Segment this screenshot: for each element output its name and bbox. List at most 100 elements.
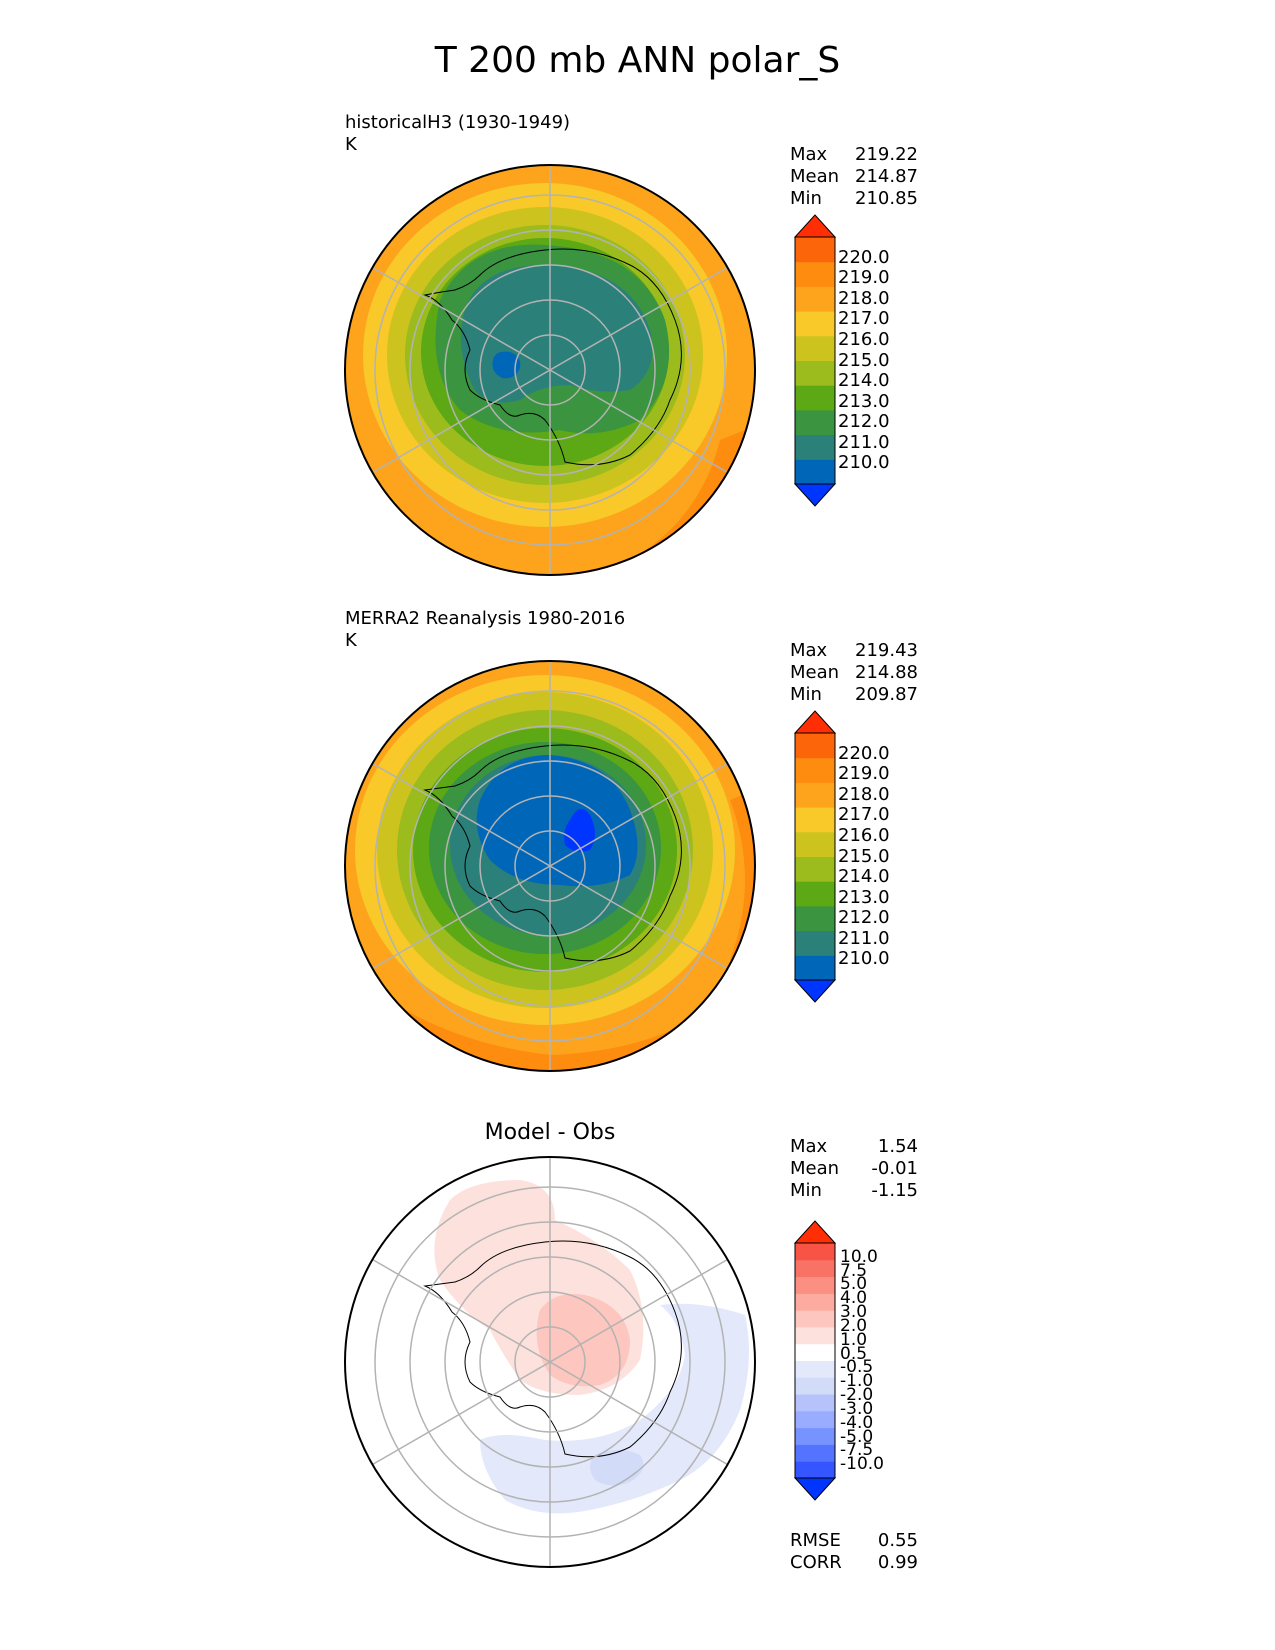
colorbar-ref-segment	[795, 831, 835, 857]
graticule	[372, 1157, 728, 1567]
colorbar-tick-label: -0.5	[840, 1357, 874, 1378]
colorbar-test-segment	[795, 459, 835, 485]
colorbar-tick-label: 210.0	[838, 948, 890, 970]
colorbar-ref-segment	[795, 930, 835, 956]
colorbar-tick-label: 211.0	[838, 927, 890, 949]
colorbar-tick-label: 220.0	[838, 246, 890, 268]
colorbar-tick-label: 215.0	[838, 845, 890, 867]
stat-label-max: Max	[790, 640, 828, 661]
colorbar-tick-label: 220.0	[838, 742, 890, 764]
coastline	[423, 248, 682, 466]
colorbar-tick-label: 214.0	[838, 866, 890, 888]
metric-label-rmse: RMSE	[790, 1530, 841, 1551]
colorbar-ref-extend-low	[793, 979, 837, 1003]
colorbar-tick-label: 210.0	[838, 452, 890, 474]
colorbar-diff-segment	[795, 1243, 835, 1261]
metric-value-rmse: 0.55	[877, 1530, 918, 1551]
colorbar-ref-frame	[794, 732, 836, 981]
colorbar-ref-segment	[795, 881, 835, 907]
colorbar-tick-label: 1.0	[840, 1329, 868, 1350]
colorbar-diff-segment	[795, 1310, 835, 1328]
ref-map	[344, 660, 756, 1072]
colorbar-diff-segment	[795, 1360, 835, 1378]
ref-panel-units: K	[345, 630, 357, 651]
colorbar-tick-label: 212.0	[838, 907, 890, 929]
colorbar-ref-segment	[795, 905, 835, 932]
stat-label-min: Min	[790, 1180, 822, 1201]
colorbar-tick-label: 216.0	[838, 824, 890, 846]
colorbars	[793, 214, 837, 1501]
colorbar-tick-label: 218.0	[838, 783, 890, 805]
colorbar-tick-label: 2.0	[840, 1315, 868, 1336]
stat-value-mean: 214.88	[855, 662, 918, 683]
stat-label-mean: Mean	[790, 1158, 840, 1179]
metric-label-corr: CORR	[790, 1552, 842, 1573]
stat-value-mean: 214.87	[855, 166, 918, 187]
colorbar-tick-label: 0.5	[840, 1343, 868, 1364]
colorbar-tick-label: -7.5	[840, 1440, 874, 1461]
contour-below-210	[564, 808, 595, 852]
stat-label-mean: Mean	[790, 166, 840, 187]
stat-value-min: 210.85	[855, 188, 918, 209]
colorbar-tick-label: 4.0	[840, 1288, 868, 1309]
colorbar-test-segment	[795, 385, 835, 411]
colorbar-diff-segment	[795, 1326, 835, 1345]
colorbar-diff-segment	[795, 1461, 835, 1479]
colorbar-ref-extend-high	[793, 710, 837, 734]
colorbar-ref-segment	[795, 757, 835, 783]
colorbar-diff-frame	[794, 1242, 836, 1479]
contour-210-211	[492, 351, 521, 379]
diff-map	[344, 1156, 756, 1568]
colorbar-test-extend-high	[793, 214, 837, 238]
colorbar-test-segment	[795, 335, 835, 361]
colorbar-tick-label: 218.0	[838, 287, 890, 309]
colorbar-diff-segment	[795, 1259, 835, 1278]
stat-label-min: Min	[790, 188, 822, 209]
colorbar-tick-label: 219.0	[838, 763, 890, 785]
colorbar-tick-label: 214.0	[838, 370, 890, 392]
colorbar-tick-label: -5.0	[840, 1426, 874, 1447]
colorbar-tick-label: 213.0	[838, 390, 890, 412]
metric-value-corr: 0.99	[877, 1552, 918, 1573]
colorbar-tick-label: 213.0	[838, 886, 890, 908]
colorbar-diff-extend-low	[793, 1477, 837, 1501]
colorbar-tick-label: -2.0	[840, 1385, 874, 1406]
stat-value-min: -1.15	[871, 1180, 918, 1201]
colorbar-test-segment	[795, 261, 835, 287]
stat-label-mean: Mean	[790, 662, 840, 683]
colorbar-diff-segment	[795, 1444, 835, 1462]
colorbar-tick-label: 216.0	[838, 328, 890, 350]
colorbar-diff-extend-high	[793, 1220, 837, 1244]
colorbar-diff-segment	[795, 1427, 835, 1445]
colorbar-diff-segment	[795, 1343, 835, 1361]
ref-panel-title: MERRA2 Reanalysis 1980-2016	[345, 608, 626, 629]
coastline	[423, 1240, 682, 1458]
colorbar-tick-label: 215.0	[838, 349, 890, 371]
contour-1-2	[536, 1294, 630, 1387]
colorbar-tick-label: -4.0	[840, 1412, 874, 1433]
colorbar-diff-segment	[795, 1377, 835, 1395]
colorbar-test-extend-low	[793, 483, 837, 507]
colorbar-test-frame	[794, 236, 836, 485]
test-panel-units: K	[345, 134, 357, 155]
colorbar-test-segment	[795, 409, 835, 436]
colorbar-diff-segment	[795, 1276, 835, 1294]
colorbar-tick-label: 217.0	[838, 804, 890, 826]
colorbar-tick-label: 219.0	[838, 267, 890, 289]
colorbar-ref-segment	[795, 733, 835, 759]
graticule	[372, 661, 728, 1071]
stat-value-min: 209.87	[855, 684, 918, 705]
coastline	[423, 744, 682, 962]
colorbar-test-segment	[795, 286, 835, 312]
stat-value-max: 219.22	[855, 144, 918, 165]
colorbar-diff-segment	[795, 1394, 835, 1412]
test-map	[344, 164, 756, 576]
stat-value-mean: -0.01	[871, 1158, 918, 1179]
colorbar-ref-segment	[795, 807, 835, 833]
colorbar-tick-label: 10.0	[840, 1246, 878, 1267]
stat-label-max: Max	[790, 1136, 828, 1157]
colorbar-tick-label: -10.0	[840, 1454, 884, 1475]
diff-panel-title: Model - Obs	[484, 1120, 616, 1145]
colorbar-test-segment	[795, 311, 835, 337]
